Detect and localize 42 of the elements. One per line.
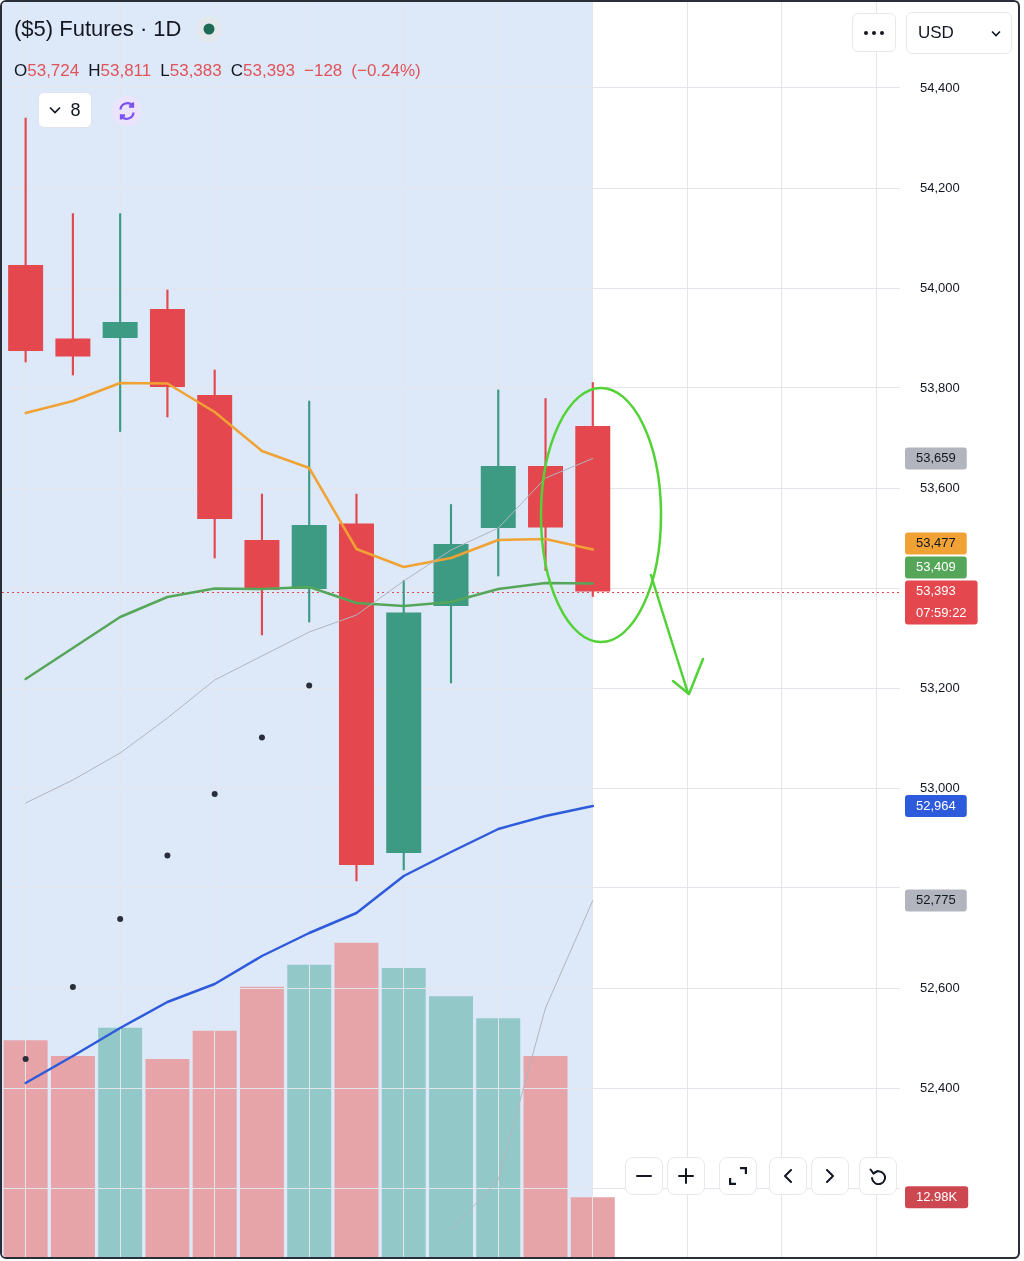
currency-dropdown: USD [906, 12, 1012, 54]
y-tick-label: 52,600 [920, 979, 960, 995]
y-tick-label: 53,000 [920, 779, 960, 795]
y-tick-label: 54,200 [920, 179, 960, 195]
y-tick-label: 54,000 [920, 279, 960, 295]
y-tick-label: 54,400 [920, 79, 960, 95]
text: ($5) Futures · 1D [14, 16, 182, 42]
bar [570, 1197, 615, 1257]
collapse-button: 8 [38, 92, 92, 128]
y-tick-label: 52,400 [920, 1079, 960, 1095]
bar [98, 1027, 143, 1257]
text: 52,964 [916, 797, 956, 813]
point [69, 984, 76, 990]
bar [523, 1055, 568, 1257]
point [117, 916, 124, 922]
text: O53,724 H53,811 L53,383 C53,393 −128 (−0.24%) [14, 61, 421, 80]
bar [381, 967, 426, 1257]
y-tick-label: 53,800 [920, 379, 960, 395]
bar [192, 1030, 237, 1257]
text: 53,659 [916, 450, 956, 466]
bar [476, 1018, 521, 1257]
bar [429, 996, 473, 1257]
bar [145, 1059, 190, 1257]
y-tick-label: 53,600 [920, 479, 960, 495]
bar [287, 964, 332, 1257]
text: 53,477 [916, 535, 956, 551]
text: 12.98K [916, 1188, 958, 1204]
text: 52,775 [916, 892, 956, 908]
bar [334, 942, 379, 1257]
ref-line-label: 53,393 [916, 583, 956, 599]
point [211, 791, 218, 797]
bar [239, 986, 284, 1257]
text: 53,409 [916, 559, 956, 575]
point [258, 734, 265, 741]
y-tick-label: 53,200 [920, 679, 960, 695]
bar [3, 1040, 48, 1257]
point [22, 1056, 29, 1062]
annotation: 8 [70, 99, 81, 121]
point [306, 682, 313, 689]
text: 07:59:22 [916, 605, 967, 621]
bar [50, 1055, 95, 1257]
point [164, 852, 171, 859]
